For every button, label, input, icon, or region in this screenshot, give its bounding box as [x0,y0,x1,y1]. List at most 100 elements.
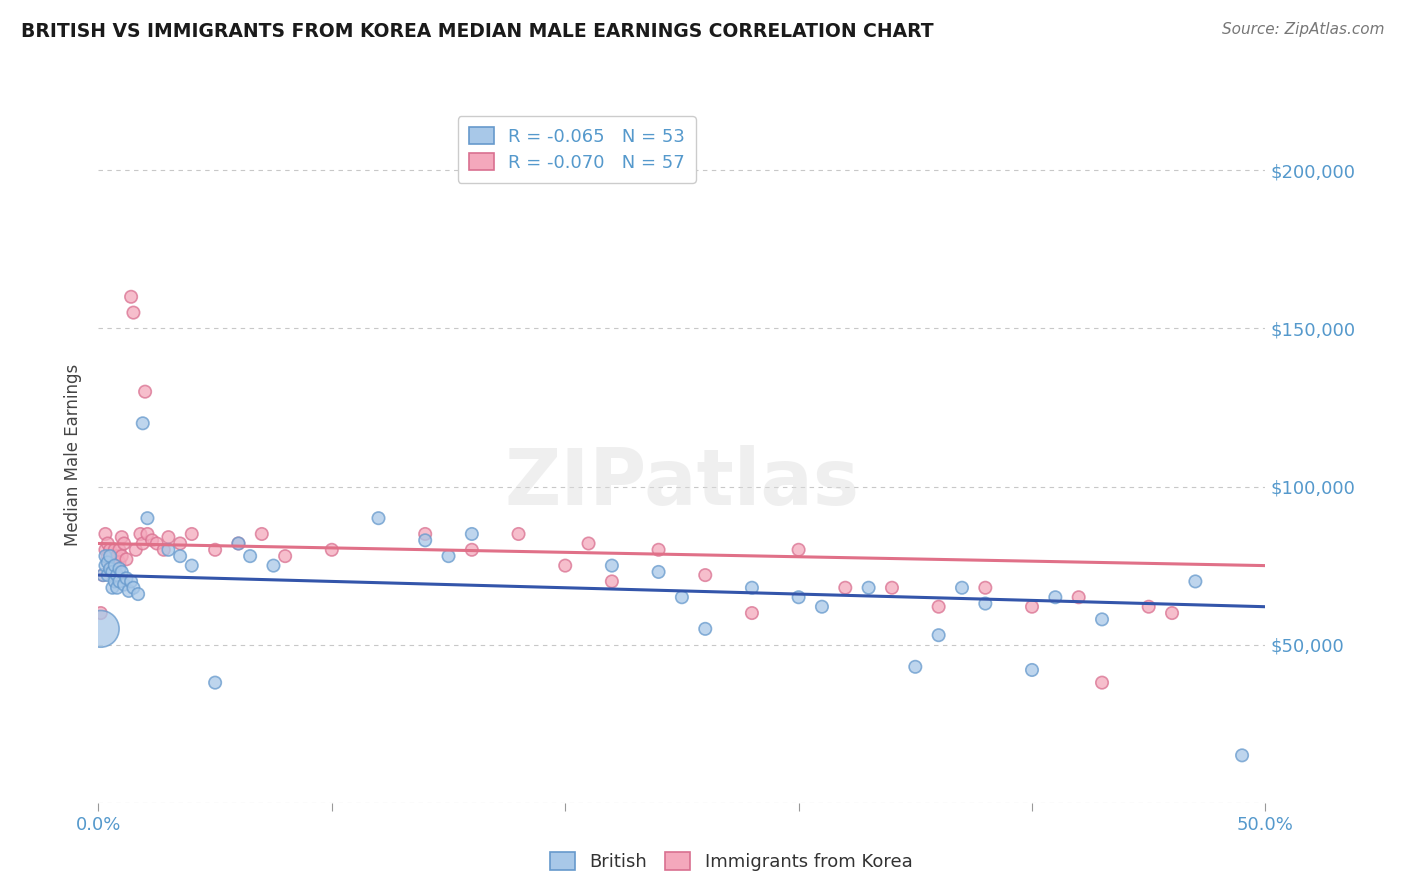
Point [180,558,202,573]
Point [118,583,141,598]
Text: BRITISH VS IMMIGRANTS FROM KOREA MEDIAN MALE EARNINGS CORRELATION CHART: BRITISH VS IMMIGRANTS FROM KOREA MEDIAN … [21,22,934,41]
Point [115,571,138,585]
Point [108,574,131,589]
Point [1067,591,1090,605]
Point [97,568,120,582]
Legend: British, Immigrants from Korea: British, Immigrants from Korea [543,846,920,879]
Point [94,549,117,563]
Point [101,549,124,563]
Point [228,536,250,550]
Point [122,581,145,595]
Point [104,558,127,573]
Point [108,562,131,576]
Point [600,558,623,573]
Point [120,290,142,304]
Point [1137,599,1160,614]
Point [904,660,927,674]
Point [94,558,117,573]
Point [169,549,191,563]
Point [112,536,135,550]
Point [146,536,169,550]
Point [97,549,120,563]
Point [157,542,180,557]
Point [105,568,128,582]
Point [136,527,159,541]
Point [101,565,124,579]
Point [101,562,124,576]
Point [204,542,226,557]
Point [98,542,121,557]
Point [157,530,180,544]
Point [1021,663,1043,677]
Point [94,527,117,541]
Point [274,549,297,563]
Point [105,568,128,582]
Point [647,565,669,579]
Point [94,542,117,557]
Point [1161,606,1184,620]
Point [928,628,950,642]
Point [262,558,284,573]
Text: Source: ZipAtlas.com: Source: ZipAtlas.com [1222,22,1385,37]
Point [101,581,124,595]
Point [91,568,114,582]
Point [858,581,880,595]
Point [152,542,174,557]
Point [111,549,134,563]
Point [239,549,262,563]
Point [180,527,202,541]
Point [695,622,717,636]
Point [880,581,903,595]
Point [127,587,149,601]
Point [108,542,131,557]
Point [413,533,436,548]
Point [928,599,950,614]
Point [105,549,128,563]
Point [169,536,191,550]
Point [787,542,810,557]
Point [367,511,389,525]
Point [461,542,484,557]
Point [811,599,834,614]
Point [104,558,127,573]
Point [508,527,530,541]
Point [1091,675,1114,690]
Point [115,552,138,566]
Point [974,597,997,611]
Point [321,542,343,557]
Point [125,542,148,557]
Point [834,581,856,595]
Point [554,558,576,573]
Point [671,591,693,605]
Point [132,536,155,550]
Point [136,511,159,525]
Point [647,542,669,557]
Point [98,562,121,576]
Point [98,549,121,563]
Point [1184,574,1206,589]
Y-axis label: Median Male Earnings: Median Male Earnings [65,364,83,546]
Point [741,606,763,620]
Point [112,577,135,591]
Point [111,565,134,579]
Point [111,530,134,544]
Point [129,527,152,541]
Point [104,574,127,589]
Point [578,536,600,550]
Point [90,622,112,636]
Point [1021,599,1043,614]
Point [132,417,155,431]
Point [204,675,226,690]
Point [1230,748,1253,763]
Point [90,606,112,620]
Point [108,556,131,570]
Point [974,581,997,595]
Point [91,568,114,582]
Point [787,591,810,605]
Point [695,568,717,582]
Point [741,581,763,595]
Point [461,527,484,541]
Point [97,536,120,550]
Point [1045,591,1067,605]
Point [228,536,250,550]
